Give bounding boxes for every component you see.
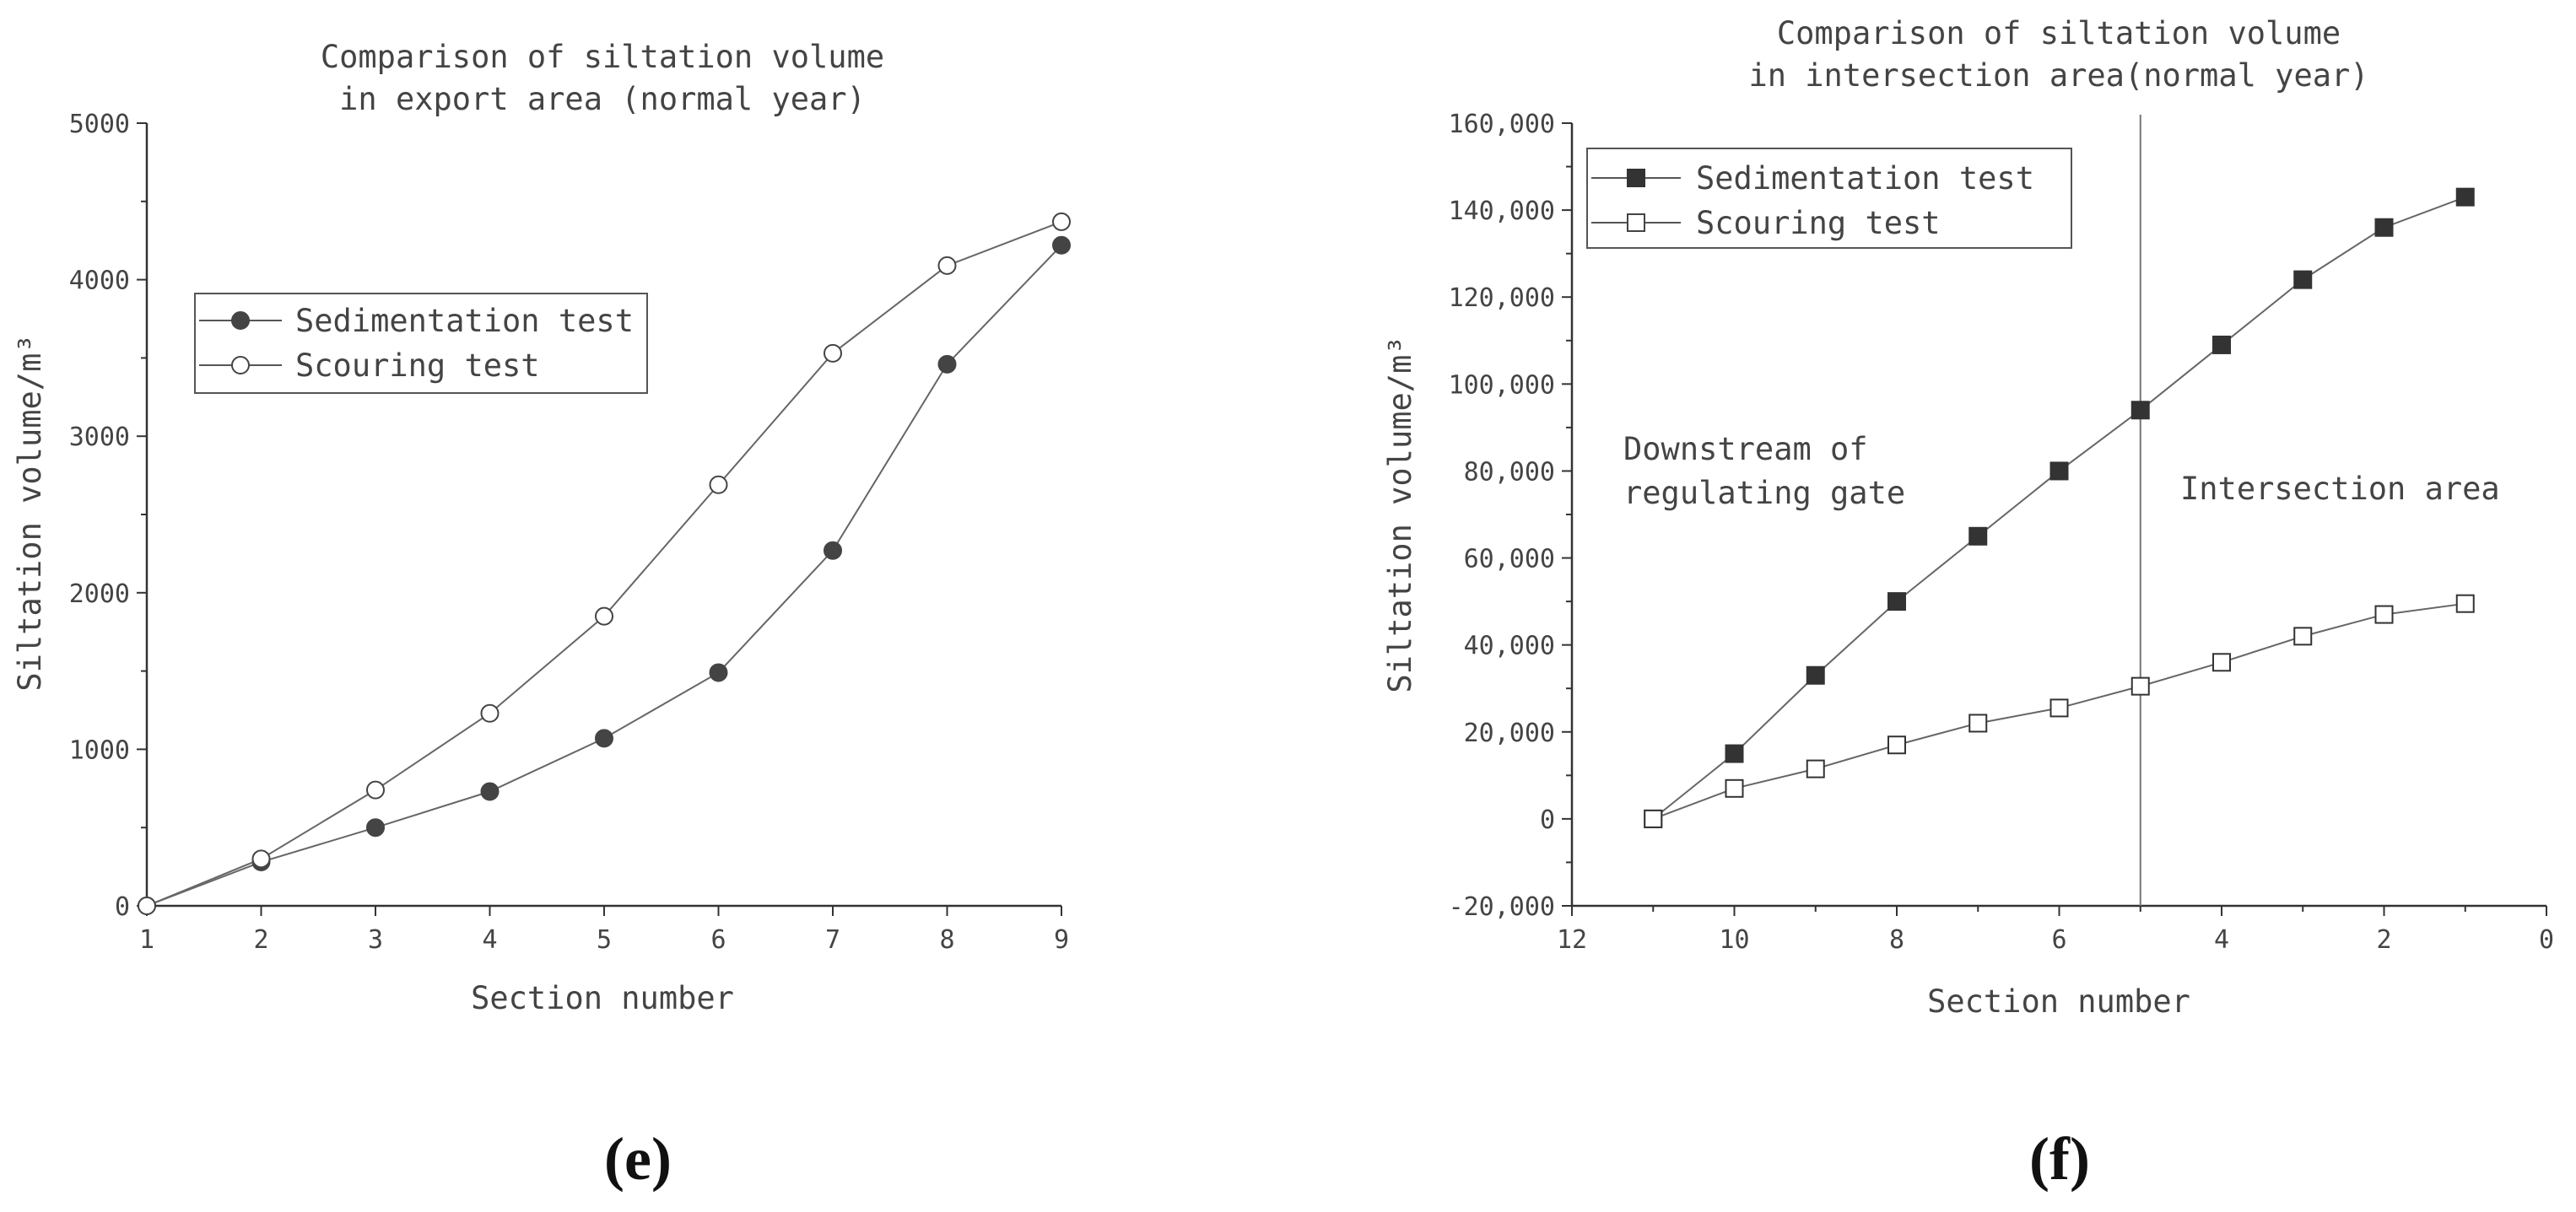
annotation-downstream-line-1: Downstream of (1623, 431, 1868, 467)
x-tick-label: 0 (2539, 925, 2554, 955)
data-point-scouring (1644, 809, 1663, 828)
y-tick-label: 80,000 (1464, 457, 1555, 487)
data-point-scouring (138, 897, 156, 915)
x-tick-label: 7 (825, 925, 840, 955)
x-axis-label: Section number (1927, 983, 2190, 1020)
data-point-sedimentation (2130, 401, 2150, 420)
data-point-scouring (2130, 676, 2150, 696)
data-point-scouring (2212, 653, 2231, 672)
data-point-sedimentation (2455, 187, 2475, 207)
annotation-downstream: Downstream of regulating gate (1623, 431, 1905, 511)
data-point-sedimentation (2049, 461, 2069, 481)
data-point-scouring (824, 343, 842, 363)
data-point-sedimentation (1806, 665, 1825, 685)
legend-label-scouring: Scouring test (295, 347, 540, 384)
legend-box (1586, 148, 2072, 249)
panel-label-f: (f) (2029, 1125, 2090, 1193)
y-tick-label: -20,000 (1449, 892, 1555, 922)
data-point-sedimentation (2293, 270, 2313, 289)
x-tick-label: 5 (597, 925, 612, 955)
data-point-sedimentation (366, 818, 385, 838)
chart-panel-e: Comparison of siltation volume in export… (12, 39, 1071, 1193)
data-point-sedimentation (824, 541, 842, 560)
y-tick-label: 100,000 (1449, 370, 1555, 400)
data-point-scouring (709, 475, 728, 494)
annotation-downstream-line-2: regulating gate (1623, 475, 1905, 511)
data-point-sedimentation (480, 782, 500, 801)
chart-title-line-1: Comparison of siltation volume (321, 39, 884, 75)
y-tick-label: 60,000 (1464, 545, 1555, 574)
data-point-scouring (251, 849, 271, 869)
legend-label-scouring: Scouring test (1696, 205, 1941, 241)
data-point-sedimentation (2374, 218, 2394, 237)
y-tick-label: 20,000 (1464, 719, 1555, 748)
legend-label-sedimentation: Sedimentation test (1696, 160, 2034, 197)
data-point-scouring (2374, 605, 2394, 624)
legend-marker-sedimentation (1627, 169, 1645, 187)
x-axis-label: Section number (471, 980, 734, 1016)
data-point-sedimentation (1968, 526, 1988, 546)
x-tick-label: 8 (1889, 925, 1904, 955)
x-tick-label: 4 (2214, 925, 2229, 955)
chart-title-line-2: in intersection area(normal year) (1748, 57, 2368, 94)
x-tick-label: 2 (2376, 925, 2391, 955)
y-tick-label: 2000 (69, 579, 130, 609)
data-point-scouring (480, 703, 500, 723)
chart-panel-f: Comparison of siltation volume in inters… (1382, 15, 2554, 1193)
data-point-sedimentation (595, 729, 613, 748)
data-point-sedimentation (709, 663, 728, 682)
x-tick-label: 10 (1719, 925, 1749, 955)
x-tick-label: 3 (368, 925, 383, 955)
data-point-scouring (937, 256, 957, 275)
data-point-scouring (1725, 778, 1744, 798)
plot-area: -20,000 0 20,000 40,000 60,000 80,000 100,000 1… (1449, 110, 2554, 955)
data-point-sedimentation (1887, 592, 1906, 611)
data-point-scouring (2293, 627, 2313, 646)
x-tick-label: 4 (482, 925, 497, 955)
y-tick-label: 3000 (69, 423, 130, 452)
x-tick-label: 9 (1054, 925, 1069, 955)
x-tick-label: 6 (710, 925, 726, 955)
x-tick-label: 6 (2051, 925, 2066, 955)
data-point-scouring (1806, 759, 1825, 778)
y-tick-label: 140,000 (1449, 197, 1555, 226)
data-point-sedimentation (937, 354, 957, 374)
y-tick-label: 4000 (69, 267, 130, 296)
legend-box (194, 293, 648, 394)
data-point-scouring (2049, 698, 2069, 718)
legend-label-sedimentation: Sedimentation test (295, 303, 634, 339)
data-point-scouring (1968, 714, 1988, 733)
y-tick-label: 0 (1540, 805, 1555, 835)
legend-marker-sedimentation (231, 311, 250, 330)
legend: Sedimentation test Scouring test (194, 293, 648, 394)
y-tick-label: 120,000 (1449, 283, 1555, 313)
panel-label-e: (e) (604, 1125, 672, 1193)
y-axis-label: Siltation volume/m³ (1382, 336, 1418, 692)
data-point-sedimentation (1052, 235, 1071, 255)
chart-title-line-2: in export area (normal year) (339, 81, 866, 117)
data-point-scouring (2455, 594, 2475, 613)
y-tick-label: 160,000 (1449, 110, 1555, 139)
x-tick-label: 12 (1557, 925, 1587, 955)
annotation-intersection: Intersection area (2180, 471, 2500, 507)
data-point-scouring (1052, 212, 1071, 231)
data-point-scouring (595, 606, 613, 626)
legend-marker-scouring (1627, 213, 1645, 232)
y-tick-label: 5000 (69, 110, 130, 139)
data-point-sedimentation (1725, 744, 1744, 763)
legend-marker-scouring (231, 356, 250, 374)
x-tick-label: 2 (253, 925, 268, 955)
x-tick-label: 8 (939, 925, 954, 955)
x-tick-label: 1 (139, 925, 154, 955)
data-point-sedimentation (2212, 335, 2231, 354)
y-tick-label: 40,000 (1464, 632, 1555, 661)
y-tick-label: 0 (115, 892, 130, 922)
y-tick-label: 1000 (69, 735, 130, 765)
chart-title-line-1: Comparison of siltation volume (1777, 15, 2341, 51)
data-point-scouring (366, 780, 385, 800)
legend: Sedimentation test Scouring test (1586, 148, 2072, 249)
plot-area: 0 1000 2000 3000 4000 5000 1 2 3 4 5 6 7 8 9 (69, 110, 1071, 955)
data-point-scouring (1887, 735, 1906, 755)
y-axis-label: Siltation volume/m³ (12, 334, 48, 691)
